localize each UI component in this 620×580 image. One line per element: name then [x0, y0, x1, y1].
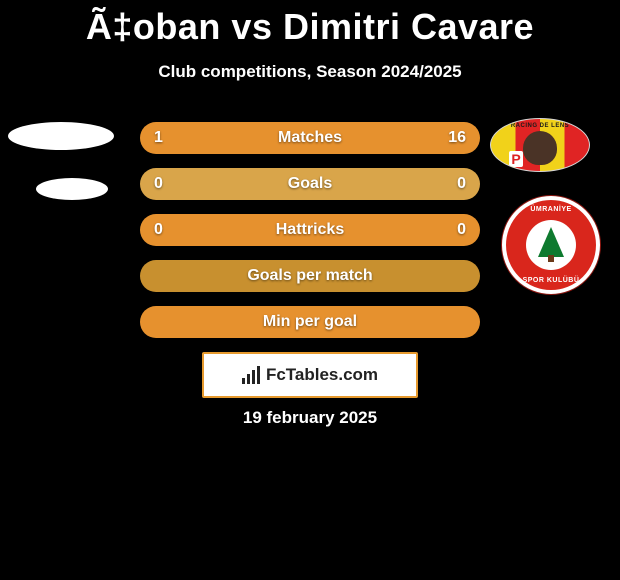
stat-left-value: 0 — [154, 175, 184, 193]
stat-row-matches: 1 Matches 16 — [140, 122, 480, 154]
umraniye-inner-circle — [526, 220, 576, 270]
stat-left-value: 0 — [154, 221, 184, 239]
player1-silhouette — [8, 122, 114, 150]
stats-list: 1 Matches 16 0 Goals 0 0 Hattricks 0 Goa… — [140, 122, 480, 352]
tree-icon — [538, 227, 564, 257]
stat-label: Matches — [184, 129, 436, 147]
club-badge-lens: RACING DE LENS P — [490, 118, 590, 172]
player1-silhouette-2 — [36, 178, 108, 200]
stat-row-hattricks: 0 Hattricks 0 — [140, 214, 480, 246]
date-text: 19 february 2025 — [0, 408, 620, 428]
lens-arc-text: RACING DE LENS — [491, 123, 589, 129]
stat-label: Goals — [184, 175, 436, 193]
stat-right-value: 0 — [436, 221, 466, 239]
player-face-icon — [523, 131, 557, 165]
stat-left-value: 1 — [154, 129, 184, 147]
bar-chart-icon — [242, 366, 260, 384]
stat-label: Hattricks — [184, 221, 436, 239]
subtitle: Club competitions, Season 2024/2025 — [0, 62, 620, 82]
stat-row-gpm: Goals per match — [140, 260, 480, 292]
club-badge-umraniye: ÜMRANİYE SPOR KULÜBÜ — [502, 196, 600, 294]
stat-label: Goals per match — [184, 267, 436, 285]
fctables-label: FcTables.com — [266, 365, 378, 385]
stat-row-mpg: Min per goal — [140, 306, 480, 338]
stat-right-value: 0 — [436, 175, 466, 193]
fctables-link[interactable]: FcTables.com — [202, 352, 418, 398]
lens-letter: P — [509, 151, 523, 167]
umraniye-top-text: ÜMRANİYE — [506, 206, 596, 213]
stat-right-value: 16 — [436, 129, 466, 147]
stat-row-goals: 0 Goals 0 — [140, 168, 480, 200]
umraniye-bottom-text: SPOR KULÜBÜ — [506, 277, 596, 284]
page-title: Ã‡oban vs Dimitri Cavare — [0, 0, 620, 48]
stat-label: Min per goal — [184, 313, 436, 331]
comparison-card: Ã‡oban vs Dimitri Cavare Club competitio… — [0, 0, 620, 580]
